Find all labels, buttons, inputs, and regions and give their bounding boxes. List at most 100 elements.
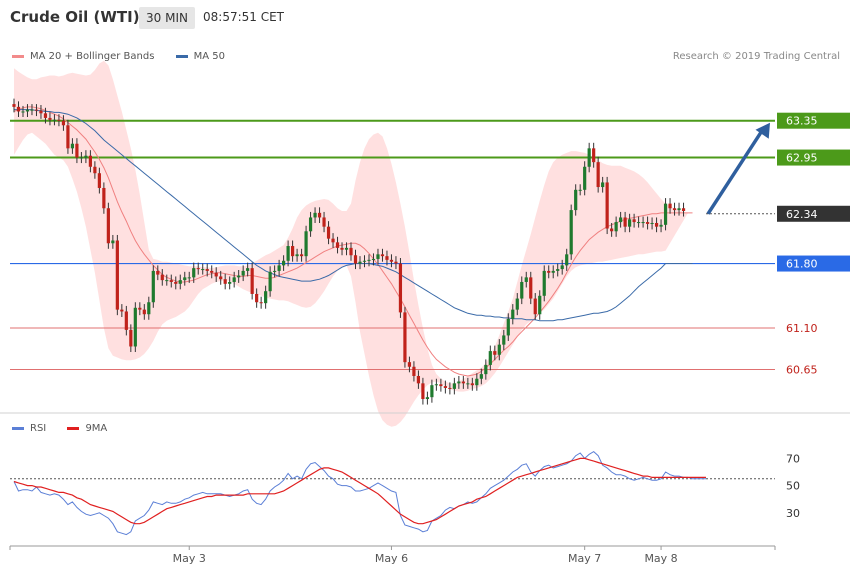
candle-body xyxy=(470,383,474,386)
candle-body xyxy=(574,189,578,211)
x-tick-label: May 3 xyxy=(173,552,206,565)
candle-body xyxy=(515,298,519,310)
candle-body xyxy=(502,335,506,345)
candle-body xyxy=(353,255,358,264)
candle-body xyxy=(403,312,407,363)
candle-body xyxy=(434,384,438,386)
candle-body xyxy=(282,260,286,266)
candle-body xyxy=(102,187,106,209)
candle-body xyxy=(106,208,110,244)
candle-body xyxy=(457,381,461,384)
candle-body xyxy=(21,111,25,113)
candle-body xyxy=(659,224,663,227)
candle-body xyxy=(295,254,299,257)
candle-body xyxy=(578,189,582,191)
candle-body xyxy=(241,270,245,276)
candle-body xyxy=(39,110,43,114)
candle-body xyxy=(538,295,542,315)
level-label-bg xyxy=(777,255,850,272)
candle-body xyxy=(187,277,191,279)
candle-body xyxy=(52,119,57,121)
candle-body xyxy=(79,157,84,159)
level-tag-60-65: 60.65 xyxy=(786,364,818,377)
candle-body xyxy=(672,208,677,211)
level-tag-62-95: 62.95 xyxy=(777,149,850,166)
candle-body xyxy=(461,381,465,384)
candle-body xyxy=(228,281,232,284)
timeframe-badge[interactable]: 30 MIN xyxy=(139,7,195,29)
candle-body xyxy=(466,383,470,385)
level-tag-63-35: 63.35 xyxy=(777,112,850,129)
candle-body xyxy=(506,318,510,336)
candle-body xyxy=(273,270,277,272)
candle-body xyxy=(151,270,155,303)
candle-body xyxy=(349,247,353,256)
candle-body xyxy=(16,106,21,112)
rsi-9ma-line xyxy=(13,457,706,525)
candle-body xyxy=(286,246,290,261)
forecast-arrow-shaft xyxy=(706,126,766,215)
level-tag-61-10: 61.10 xyxy=(786,322,818,335)
candle-body xyxy=(520,281,524,299)
candle-body xyxy=(650,222,654,224)
candle-body xyxy=(70,143,75,149)
level-label-bg xyxy=(777,112,850,129)
candle-body xyxy=(529,277,533,299)
chart-header: Crude Oil (WTI) 30 MIN 08:57:51 CET xyxy=(0,0,850,36)
rsi-tick-label: 50 xyxy=(786,480,800,493)
candle-body xyxy=(322,217,326,227)
candle-body xyxy=(147,302,151,315)
candle-body xyxy=(340,247,344,250)
candle-body xyxy=(308,217,313,232)
candle-body xyxy=(565,254,569,266)
price-legend: MA 20 + Bollinger Bands MA 50 xyxy=(12,51,243,62)
candle-body xyxy=(246,268,250,271)
candle-body xyxy=(443,386,447,388)
candle-body xyxy=(313,212,317,218)
candle-body xyxy=(335,242,340,248)
candle-body xyxy=(304,231,308,257)
candle-body xyxy=(488,351,492,365)
candle-body xyxy=(551,270,555,273)
candle-body xyxy=(115,240,119,310)
legend-label-bands: MA 20 + Bollinger Bands xyxy=(30,51,155,62)
candle-body xyxy=(425,397,430,400)
candle-body xyxy=(421,383,425,400)
candle-body xyxy=(385,256,389,260)
level-label: 61.10 xyxy=(786,322,818,335)
legend-item-rsi: RSI xyxy=(12,423,46,434)
ma50-swatch xyxy=(175,54,188,58)
legend-item-bands: MA 20 + Bollinger Bands xyxy=(12,51,154,62)
legend-item-9ma: 9MA xyxy=(67,423,107,434)
candle-body xyxy=(34,109,39,111)
candle-body xyxy=(165,280,169,282)
legend-label-rsi: RSI xyxy=(30,423,47,434)
candle-body xyxy=(448,387,452,389)
candle-body xyxy=(412,366,416,376)
candle-body xyxy=(663,203,668,225)
candle-body xyxy=(12,104,16,107)
rsi-tick-label: 30 xyxy=(786,507,800,520)
x-tick-label: May 8 xyxy=(644,552,677,565)
candle-body xyxy=(605,182,609,229)
candle-body xyxy=(30,109,34,111)
candle-body xyxy=(636,222,641,224)
candle-body xyxy=(619,217,623,223)
candle-body xyxy=(268,271,272,292)
level-label-bg xyxy=(777,149,850,166)
candle-body xyxy=(264,291,268,304)
candle-body xyxy=(416,375,421,384)
candle-body xyxy=(97,173,101,188)
candle-body xyxy=(169,280,173,282)
candle-body xyxy=(556,269,560,271)
candle-body xyxy=(331,238,335,243)
rsi-swatch xyxy=(12,426,24,430)
x-tick-label: May 6 xyxy=(375,552,408,565)
candle-body xyxy=(497,344,501,355)
x-tick-label: May 7 xyxy=(568,552,601,565)
candle-body xyxy=(654,222,659,227)
candle-body xyxy=(583,166,587,190)
legend-item-ma50: MA 50 xyxy=(175,51,225,62)
ma20-line xyxy=(13,106,693,377)
